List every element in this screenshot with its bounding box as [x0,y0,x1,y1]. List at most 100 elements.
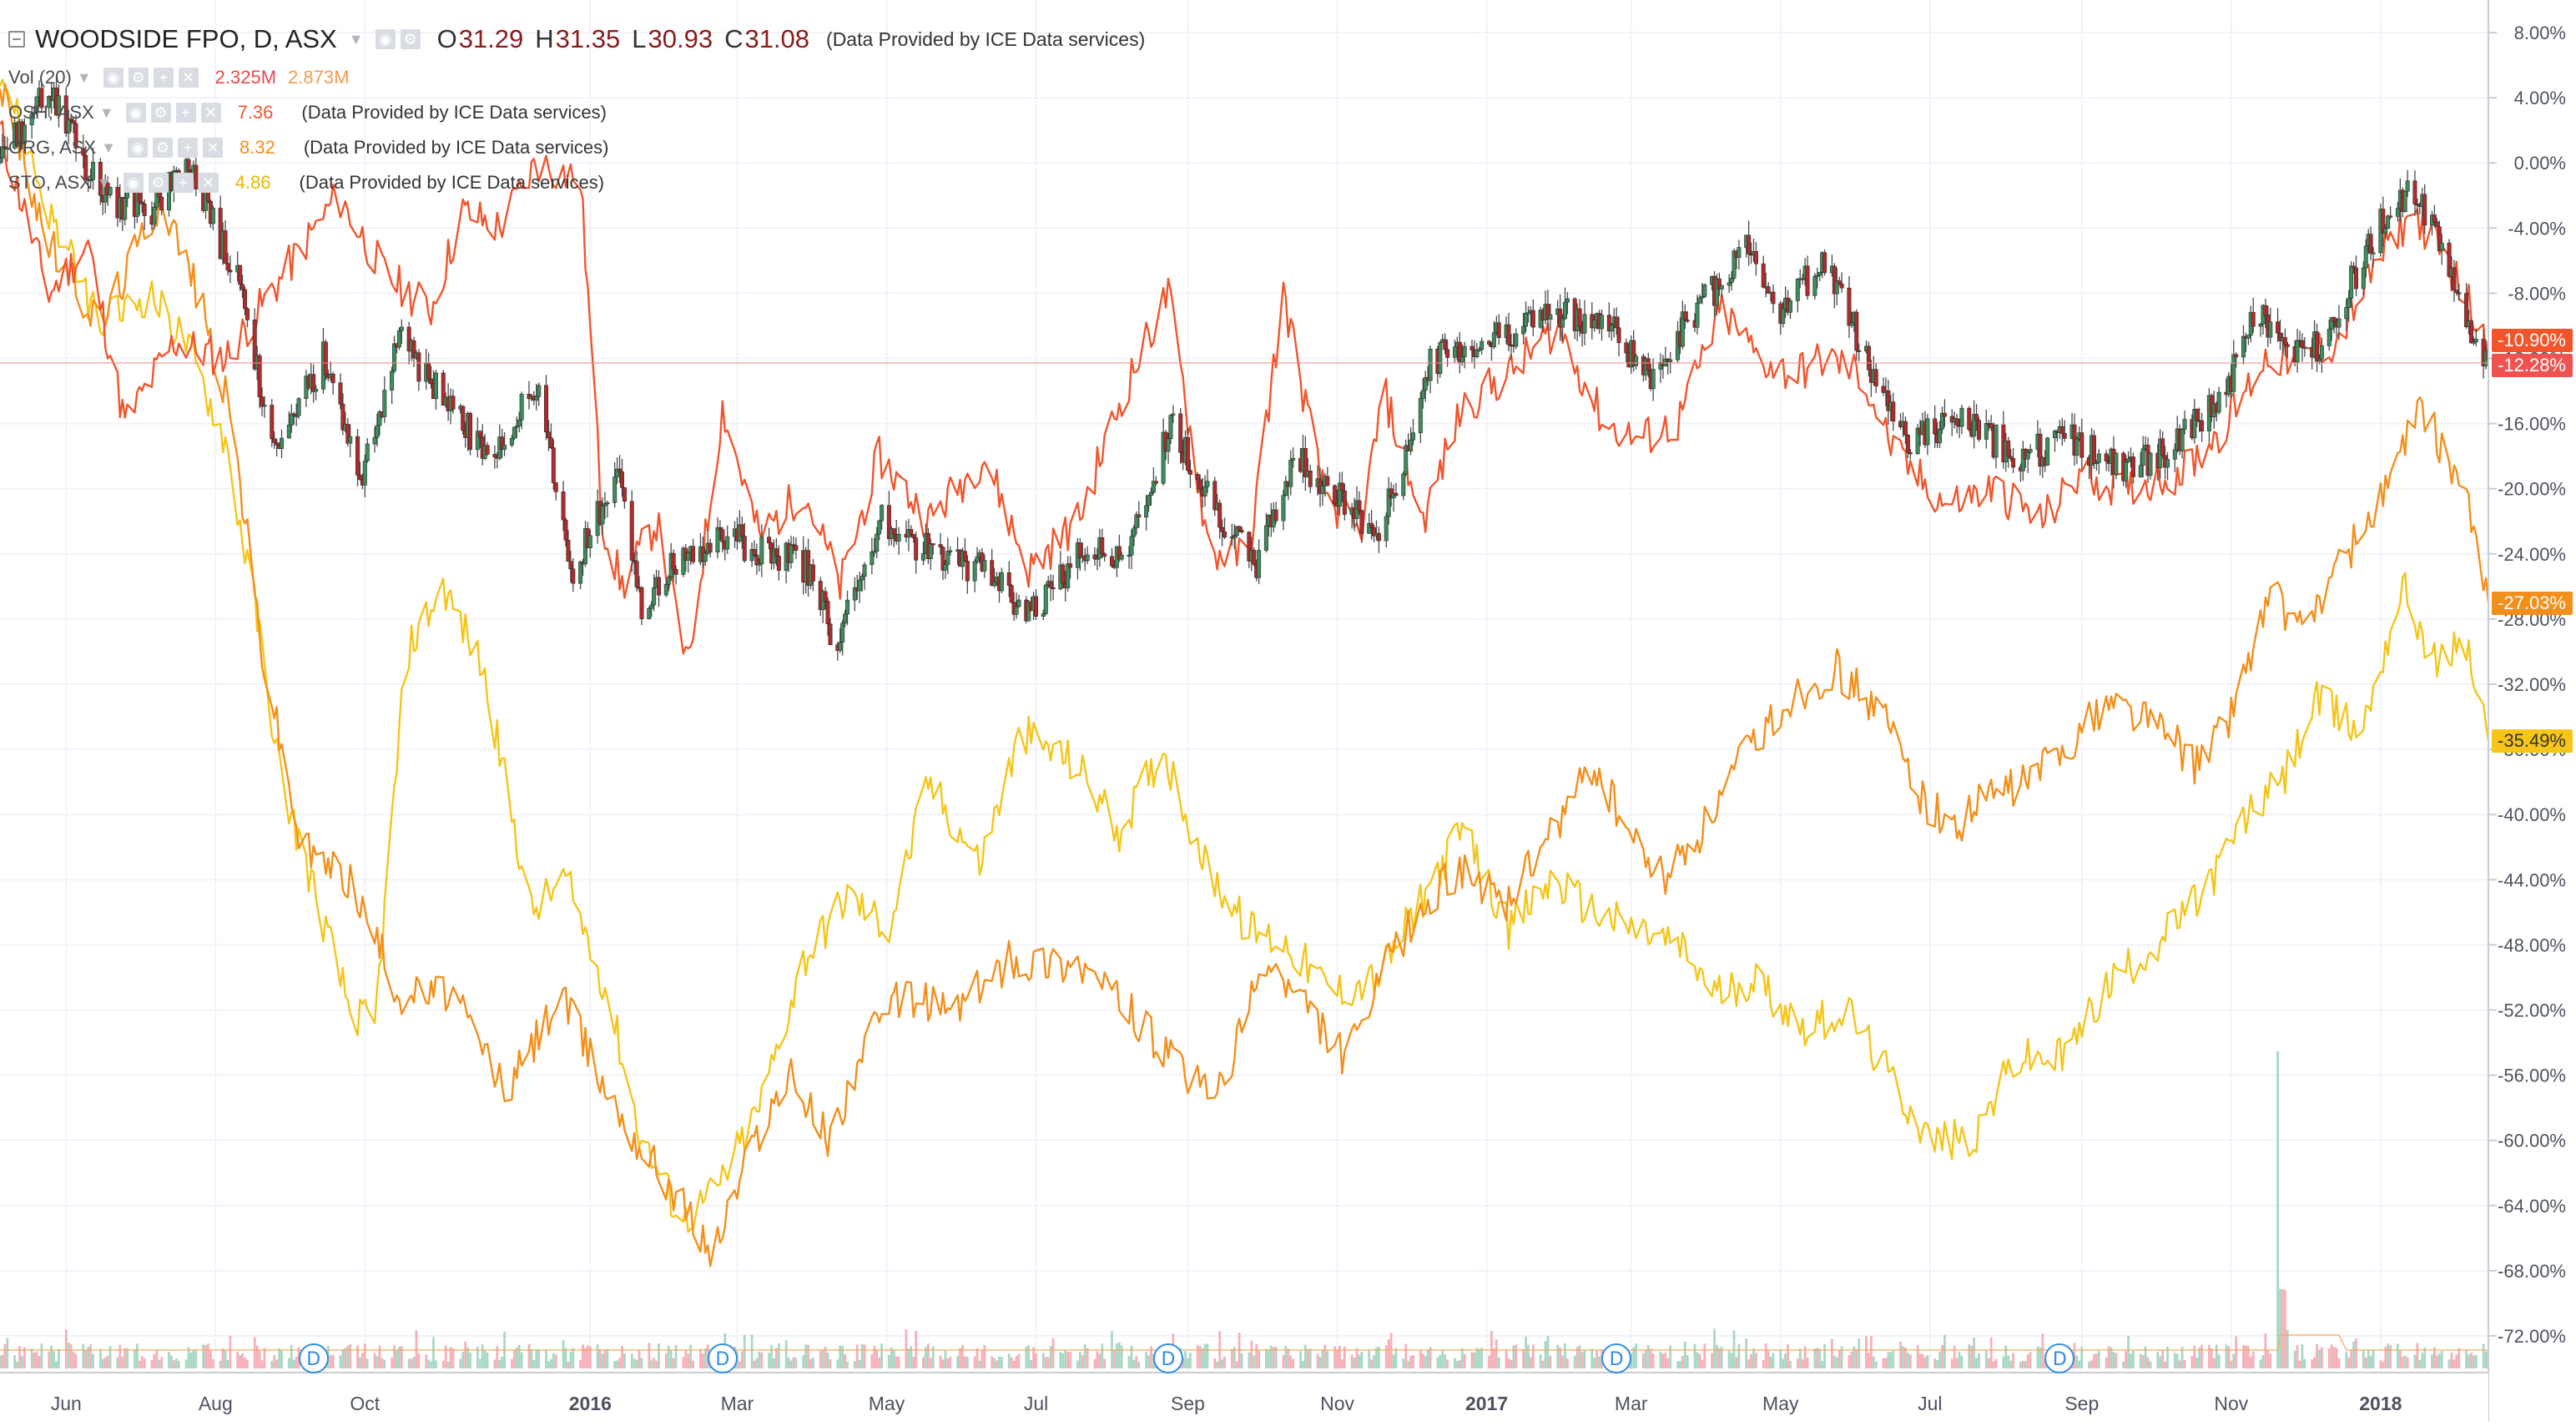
candle-body [1668,359,1673,362]
volume-bar [2235,1336,2238,1368]
volume-bar [1818,1348,1822,1368]
candle-body [1205,481,1210,487]
volume-bar [1837,1350,1841,1368]
legend-main-row[interactable]: WOODSIDE FPO, D, ASX ▼ ◉ ⚙ O 31.29 H 31.35… [8,18,1145,60]
volume-bar [1784,1353,1787,1368]
volume-bar [239,1355,242,1368]
eye-icon[interactable]: ◉ [127,138,148,158]
close-icon[interactable]: ✕ [198,173,219,193]
volume-bar [512,1349,516,1368]
candle-body [1989,423,1994,429]
volume-bar [2484,1351,2488,1368]
legend-compare-row-osh[interactable]: OSH, ASX ▼ ◉ ⚙ + ✕ 7.36 (Data Provided b… [8,95,1145,130]
candle-body [2347,297,2352,308]
volume-bar [1717,1348,1721,1368]
candle-body [1631,340,1636,366]
dividend-event-badge[interactable]: D [707,1343,738,1373]
candle-body [1132,527,1137,537]
legend-compare-row-sto[interactable]: STO, ASX ▼ ◉ ⚙ + ✕ 4.86 (Data Provided b… [8,165,1145,200]
volume-bar [1061,1353,1065,1368]
candle-body [1339,482,1344,491]
last-value-label: -10.90% [2498,330,2566,350]
gear-icon[interactable]: ⚙ [400,29,421,49]
gear-icon[interactable]: ⚙ [150,103,171,123]
chevron-down-icon[interactable]: ▼ [348,30,364,48]
volume-bar [2372,1349,2375,1368]
gear-icon[interactable]: ⚙ [148,173,169,193]
volume-bar [2335,1348,2338,1368]
volume-bar [1865,1336,1868,1368]
time-scale-label: Aug [199,1393,233,1414]
volume-bar [1446,1359,1449,1368]
compare-symbol-label[interactable]: OSH, ASX [8,102,94,123]
gear-icon[interactable]: ⚙ [128,68,149,88]
collapse-legend-icon[interactable] [8,31,25,48]
volume-bar [2193,1345,2196,1368]
eye-icon[interactable]: ◉ [123,173,144,193]
candle-body [1129,536,1134,556]
volume-bar [1970,1345,1974,1368]
chevron-down-icon[interactable]: ▼ [76,68,92,86]
gear-icon[interactable]: ⚙ [152,138,173,158]
chevron-down-icon[interactable]: ▼ [96,174,112,191]
chevron-down-icon[interactable]: ▼ [98,103,114,121]
volume-bar [1968,1343,1971,1368]
volume-bar [2212,1358,2216,1368]
close-icon[interactable]: ✕ [200,103,221,123]
candle-body [1217,502,1222,528]
volume-bar [2225,1344,2228,1368]
volume-bar [2246,1346,2250,1368]
legend-compare-row-org[interactable]: ORG, ASX ▼ ◉ ⚙ + ✕ 8.32 (Data Provided b… [8,130,1145,165]
candle-body [1915,427,1920,455]
volume-bar [905,1329,908,1368]
volume-bar [2311,1359,2314,1368]
dividend-event-badge[interactable]: D [1601,1343,1632,1373]
eye-icon[interactable]: ◉ [125,103,146,123]
dividend-event-badge[interactable]: D [298,1343,329,1373]
volume-bar [623,1353,626,1368]
compare-symbol-label[interactable]: STO, ASX [8,172,92,193]
volume-bar [2227,1346,2231,1368]
volume-bar [2468,1354,2470,1368]
candle-body [563,519,568,541]
candle-body [948,550,953,552]
volume-bar [658,1343,660,1368]
close-icon[interactable]: ✕ [202,138,223,158]
candle-body [1423,377,1428,391]
volume-bar [939,1355,942,1368]
chevron-down-icon[interactable]: ▼ [101,139,116,156]
candle-body [500,436,505,450]
volume-bar [844,1353,846,1368]
candle-body [108,187,113,196]
candle-body [1144,505,1149,518]
legend-volume-row[interactable]: Vol (20) ▼ ◉ ⚙ + ✕ 2.325M 2.873M [8,60,1145,95]
candle-body [928,543,933,560]
plus-icon[interactable]: + [173,173,194,193]
candle-body [1178,413,1183,453]
candle-body [2285,344,2290,347]
volume-bar [1343,1346,1346,1368]
dividend-event-badge[interactable]: D [2044,1343,2075,1373]
volume-bar [2367,1349,2370,1368]
volume-bar [92,1353,94,1368]
volume-bar [0,1355,2,1368]
eye-icon[interactable]: ◉ [375,29,396,49]
compare-symbol-label[interactable]: ORG, ASX [8,137,97,158]
plus-icon[interactable]: + [153,68,174,88]
close-icon[interactable]: ✕ [178,68,199,88]
candle-body [1719,285,1724,290]
plus-icon[interactable]: + [177,138,198,158]
plus-icon[interactable]: + [175,103,196,123]
main-symbol-label[interactable]: WOODSIDE FPO, D, ASX [35,24,337,53]
dividend-event-badge[interactable]: D [1153,1343,1183,1373]
candle-body [1420,390,1425,399]
eye-icon[interactable]: ◉ [103,68,124,88]
volume-bar [855,1344,859,1368]
open-label: O [436,24,457,53]
volume-bar [618,1358,621,1368]
candle-body [1257,550,1262,578]
volume-bar [87,1347,90,1368]
volume-label[interactable]: Vol (20) [8,67,72,88]
